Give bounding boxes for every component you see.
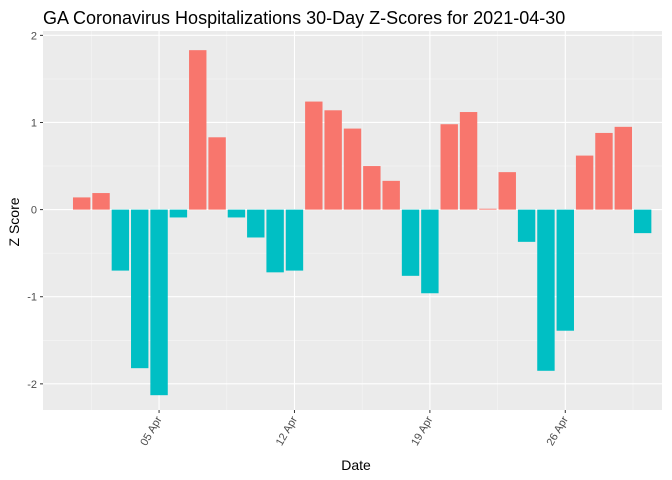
bar bbox=[150, 209, 168, 396]
bar bbox=[633, 209, 652, 234]
bar bbox=[440, 124, 458, 210]
bar bbox=[363, 166, 381, 210]
bar bbox=[266, 209, 284, 273]
y-tick-label: 2 bbox=[31, 30, 37, 42]
bar bbox=[131, 209, 149, 369]
bars bbox=[72, 50, 652, 396]
x-tick-label: 05 Apr bbox=[138, 414, 164, 448]
bar bbox=[459, 112, 478, 210]
bar bbox=[208, 137, 226, 210]
bar bbox=[305, 101, 323, 210]
bar bbox=[169, 209, 188, 218]
bar bbox=[227, 209, 246, 218]
x-axis-title: Date bbox=[341, 457, 371, 473]
bar bbox=[247, 209, 265, 238]
bar bbox=[189, 50, 207, 210]
bar bbox=[324, 110, 342, 210]
bar bbox=[111, 209, 130, 271]
bar bbox=[479, 208, 497, 210]
x-tick-label: 26 Apr bbox=[545, 414, 571, 448]
bar bbox=[72, 197, 91, 210]
y-tick-label: -1 bbox=[27, 292, 37, 304]
bar bbox=[382, 180, 400, 210]
y-tick-label: 0 bbox=[31, 205, 37, 217]
x-tick-label: 19 Apr bbox=[409, 414, 435, 448]
bar bbox=[92, 193, 110, 210]
bar bbox=[421, 209, 439, 294]
bar bbox=[614, 126, 633, 210]
bar bbox=[575, 155, 594, 210]
bar bbox=[498, 172, 516, 210]
chart-title: GA Coronavirus Hospitalizations 30-Day Z… bbox=[43, 8, 565, 28]
x-axis: 05 Apr 12 Apr 19 Apr 26 Apr bbox=[138, 410, 571, 448]
bar bbox=[401, 209, 420, 276]
bar bbox=[537, 209, 555, 371]
x-tick-label: 12 Apr bbox=[274, 414, 300, 448]
y-tick-label: 1 bbox=[31, 117, 37, 129]
y-tick-label: -2 bbox=[27, 379, 37, 391]
bar bbox=[517, 209, 536, 242]
y-axis: -2 -1 0 1 2 bbox=[27, 30, 43, 391]
bar bbox=[556, 209, 574, 331]
bar bbox=[595, 132, 613, 210]
y-axis-title: Z Score bbox=[6, 197, 22, 246]
bar bbox=[285, 209, 304, 271]
bar bbox=[343, 128, 362, 210]
